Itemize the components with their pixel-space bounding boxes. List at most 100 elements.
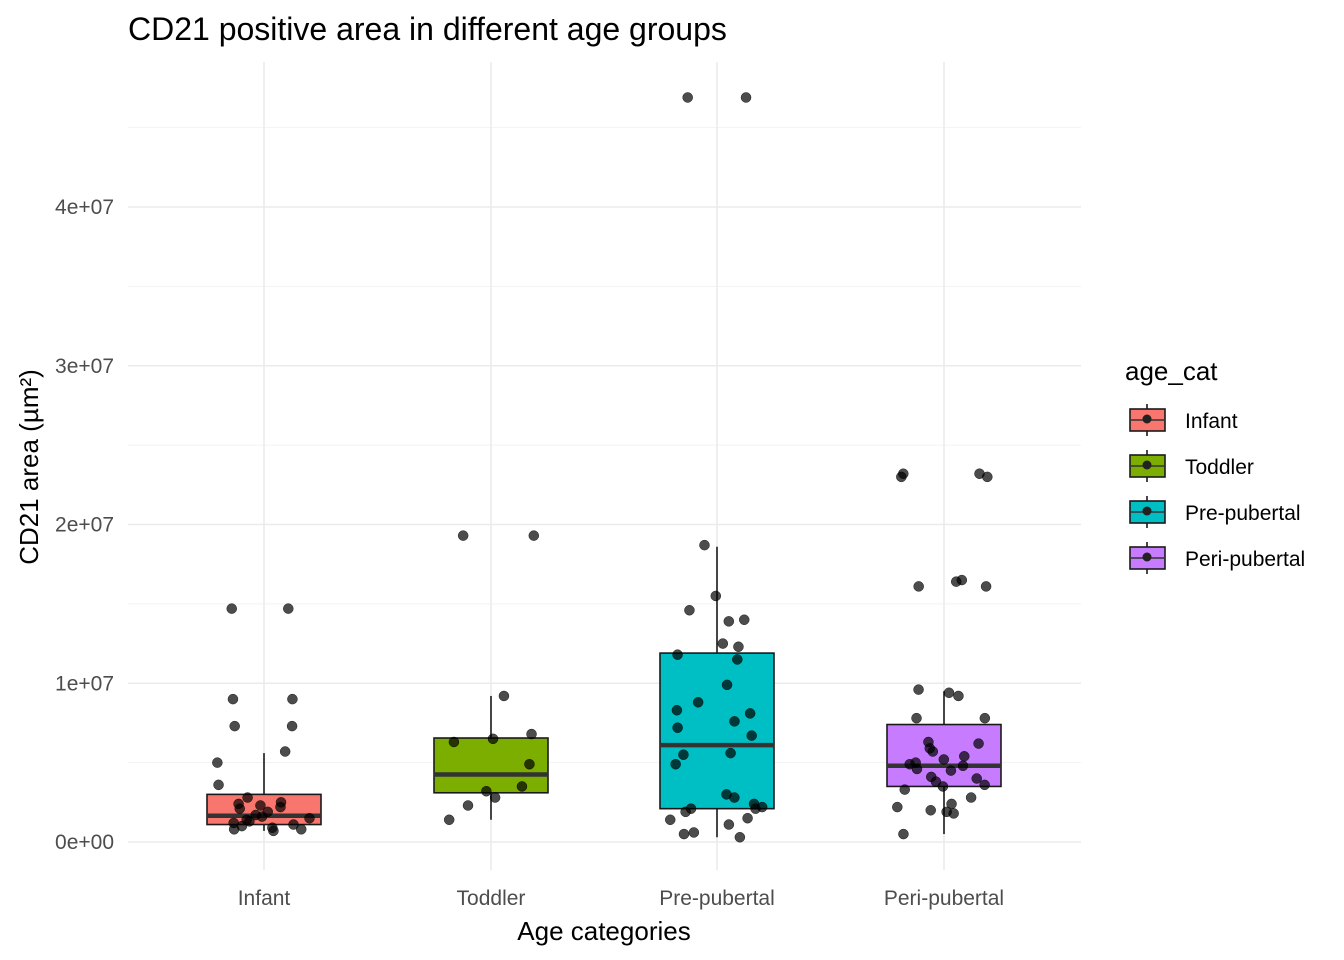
- data-point: [212, 757, 223, 768]
- data-point: [738, 614, 750, 625]
- data-point: [524, 758, 535, 770]
- x-axis-title: Age categories: [517, 916, 690, 946]
- data-point: [678, 749, 689, 760]
- data-point: [213, 779, 224, 791]
- legend-label: Pre-pubertal: [1185, 502, 1301, 525]
- data-point: [959, 751, 970, 762]
- data-point: [684, 604, 695, 616]
- y-tick-label: 0e+00: [55, 831, 114, 854]
- data-point: [899, 784, 910, 795]
- y-tick-label: 4e+07: [55, 196, 114, 219]
- data-point: [448, 736, 460, 748]
- data-point: [948, 808, 959, 819]
- data-point: [729, 716, 740, 727]
- data-point: [938, 754, 950, 765]
- data-point: [744, 708, 756, 719]
- x-tick-label: Infant: [238, 887, 291, 910]
- data-point: [911, 712, 922, 724]
- x-tick-label: Pre-pubertal: [659, 887, 775, 910]
- data-point: [242, 792, 253, 803]
- data-point: [678, 828, 690, 840]
- data-point: [487, 733, 499, 745]
- data-point: [255, 800, 266, 811]
- data-point: [723, 616, 735, 627]
- legend-label: Peri-pubertal: [1185, 548, 1305, 571]
- data-point: [664, 814, 676, 826]
- data-point: [982, 471, 993, 483]
- legend-key-point: [1142, 414, 1152, 424]
- legend: age_cat Infant Toddler Pre-pubertal Peri-pu…: [1125, 356, 1305, 574]
- data-point: [481, 785, 492, 797]
- data-point: [953, 690, 964, 702]
- data-point: [295, 824, 307, 835]
- data-point: [692, 697, 704, 708]
- data-point: [740, 92, 752, 103]
- data-point: [680, 806, 691, 818]
- data-point: [228, 824, 240, 835]
- x-tick-label: Peri-pubertal: [884, 887, 1004, 910]
- legend-item-pre-pubertal: Pre-pubertal: [1129, 496, 1301, 528]
- data-point: [979, 712, 991, 724]
- data-point: [965, 792, 977, 803]
- data-point: [971, 773, 982, 784]
- data-point: [945, 765, 957, 776]
- data-point: [229, 720, 240, 732]
- data-point: [287, 693, 298, 705]
- data-point: [279, 746, 291, 757]
- data-point: [268, 825, 279, 837]
- data-point: [288, 819, 299, 830]
- data-point: [911, 763, 923, 775]
- data-point: [925, 805, 936, 816]
- data-point: [892, 801, 903, 813]
- box-pre-pubertal: [659, 546, 775, 838]
- data-point: [750, 803, 761, 814]
- data-point: [516, 781, 528, 792]
- jitter-points: [212, 92, 993, 843]
- data-point: [913, 684, 924, 695]
- data-point: [286, 720, 298, 732]
- data-point: [526, 728, 537, 740]
- data-point: [746, 730, 757, 741]
- data-point: [734, 831, 746, 843]
- data-point: [670, 758, 681, 770]
- data-point: [979, 779, 990, 791]
- y-tick-label: 2e+07: [55, 514, 114, 537]
- data-point: [725, 747, 736, 759]
- data-point: [980, 581, 992, 592]
- data-point: [742, 812, 753, 824]
- chart-title: CD21 positive area in different age grou…: [128, 11, 727, 47]
- data-point: [498, 690, 510, 702]
- legend-label: Toddler: [1185, 456, 1254, 479]
- data-point: [937, 781, 949, 792]
- box-layer: [206, 546, 1002, 838]
- data-point: [275, 801, 286, 813]
- legend-item-toddler: Toddler: [1129, 450, 1254, 482]
- legend-item-infant: Infant: [1129, 404, 1238, 436]
- data-point: [904, 758, 915, 770]
- x-tick-label: Toddler: [457, 887, 526, 910]
- legend-item-peri-pubertal: Peri-pubertal: [1129, 542, 1305, 574]
- data-point: [943, 687, 955, 699]
- data-point: [729, 792, 740, 803]
- data-point: [672, 649, 683, 660]
- data-point: [710, 590, 722, 602]
- data-point: [688, 827, 700, 838]
- data-point: [973, 738, 984, 749]
- data-point: [244, 816, 255, 827]
- data-point: [304, 812, 315, 824]
- data-point: [682, 92, 693, 103]
- legend-title: age_cat: [1125, 356, 1218, 386]
- data-point: [489, 792, 501, 803]
- legend-key-point: [1142, 506, 1152, 516]
- legend-label: Infant: [1185, 410, 1238, 433]
- data-point: [913, 581, 924, 592]
- data-point: [443, 814, 455, 826]
- data-point: [898, 828, 909, 840]
- box-toddler: [433, 695, 549, 820]
- data-point: [733, 641, 744, 652]
- data-point: [950, 576, 962, 587]
- y-tick-label: 1e+07: [55, 672, 114, 695]
- data-point: [896, 471, 907, 483]
- data-point: [723, 819, 735, 830]
- axis-labels: 0e+00 1e+07 2e+07 3e+07 4e+07 Infant Toddler Pr…: [55, 196, 1004, 910]
